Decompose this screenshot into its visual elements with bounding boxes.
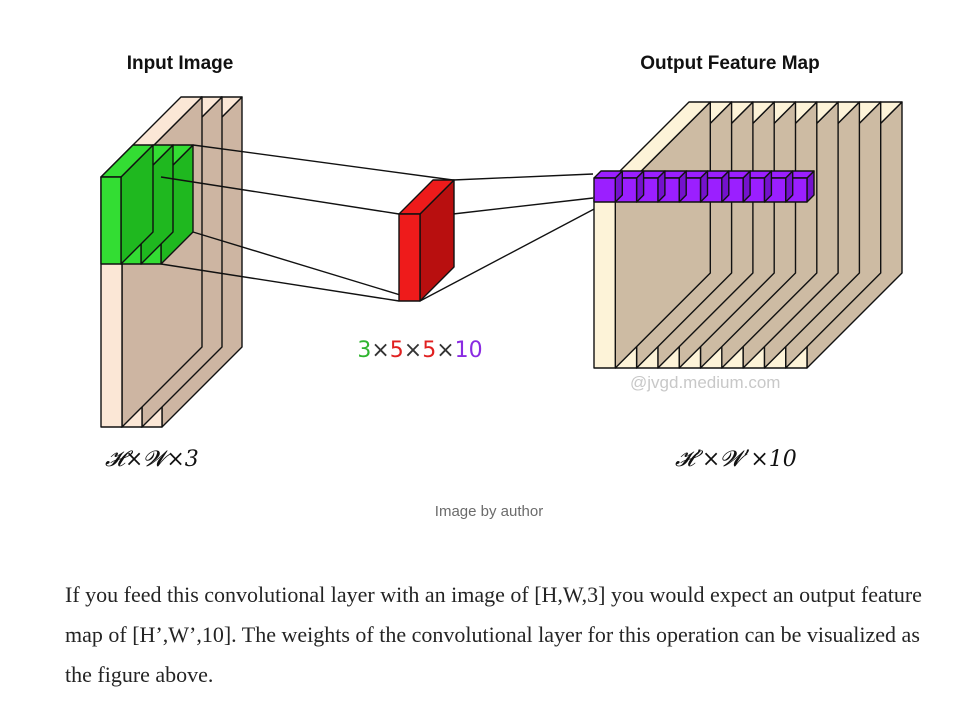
connection-line-5 [452,173,594,181]
kernel-block [398,179,455,302]
output-channel-1-front [593,196,616,369]
output-dimensions-label: 𝓗’×𝓦’×10 [675,447,797,472]
kernel-label-part: 10 [455,338,483,363]
image-caption: Image by author [434,503,544,520]
kernel-label-part: 3 [357,338,371,363]
connection-line-6 [452,197,594,215]
kernel-label-part: × [404,338,422,363]
body-paragraph: If you feed this convolutional layer wit… [65,582,922,687]
output-activation-1-front [593,177,616,203]
kernel-connection-lines [160,144,616,302]
input-image-title: Input Image [127,53,234,74]
connection-line-3 [192,231,421,302]
output-feature-map-volume [593,101,903,369]
kernel-front [398,213,421,302]
input-receptive-field-1-front [100,176,122,265]
connection-line-7 [419,197,616,302]
connection-line-4 [160,263,400,302]
output-feature-map-title: Output Feature Map [640,53,819,74]
kernel-dimensions-label: 3×5×5×10 [357,338,482,363]
connection-line-1 [192,144,454,181]
input-dimensions-label: 𝓗×𝓦×3 [105,447,199,472]
input-image-volume [100,96,243,428]
kernel-label-part: 5 [390,338,404,363]
kernel-label-part: × [371,338,389,363]
connection-line-2 [160,176,400,215]
kernel-label-part: × [436,338,454,363]
watermark: @jvgd.medium.com [630,373,780,392]
kernel-label-part: 5 [422,338,436,363]
convolution-diagram: Input Image Output Feature Map 3×5×5×10 … [100,53,903,472]
